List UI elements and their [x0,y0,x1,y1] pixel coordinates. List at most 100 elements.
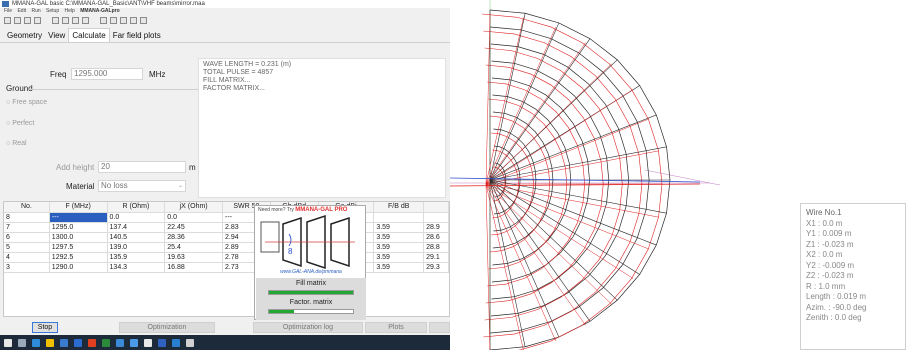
table-cell [424,213,449,222]
reflector-spoke-red [485,183,586,326]
table-cell [319,213,375,222]
table-cell: 25.4 [165,243,223,252]
table-cell: 3.59 [374,223,425,232]
menu-run[interactable]: Run [31,8,41,14]
factor-matrix-progress [268,309,354,314]
reflector-spoke-red [485,150,659,185]
radio-free-space[interactable]: ○ Free space [6,99,48,106]
header-r[interactable]: R (Ohm) [108,202,166,212]
wire-info-line: Y2 : -0.009 m [806,260,855,270]
table-cell: 0.0 [165,213,223,222]
tab-bar: Geometry View Calculate Far field plots [0,28,450,43]
folder-icon[interactable] [46,338,54,347]
app-icon-white[interactable] [144,338,152,347]
menu-help[interactable]: Help [64,8,75,14]
table-cell: 29.1 [424,253,449,262]
app-icon-blue[interactable] [130,338,138,347]
plots-button[interactable]: Plots [365,322,427,333]
add-height-input[interactable]: 20 [98,161,186,173]
radio-real[interactable]: ○ Real [6,140,27,147]
menu-setup[interactable]: Setup [46,8,60,14]
extra-button[interactable] [429,322,450,333]
window-title: MMANA-GAL basic C:\MMANA-GAL_Basic\ANT\V… [12,1,205,7]
zoom-out-icon[interactable] [110,17,117,24]
header-extra[interactable] [424,202,449,212]
reflector-spoke-red [485,183,524,350]
new-file-icon[interactable] [4,17,11,24]
app-icon-red[interactable] [88,338,96,347]
edge-icon[interactable] [32,338,40,347]
header-jx[interactable]: jX (Ohm) [165,202,223,212]
header-no[interactable]: No. [4,202,50,212]
telegram-icon[interactable] [172,338,180,347]
material-select[interactable]: No loss ⌄ [98,180,186,192]
wire-info-line: X2 : 0.0 m [806,250,843,259]
menu-file[interactable]: File [4,8,13,14]
tab-view[interactable]: View [48,31,66,40]
reflector-spoke [489,146,667,181]
tab-calculate[interactable]: Calculate [68,28,110,42]
results-table: No. F (MHz) R (Ohm) jX (Ohm) SWR 50 Gh d… [3,201,450,317]
search-icon[interactable] [18,338,26,347]
copy-icon[interactable] [62,17,69,24]
freq-input[interactable]: 1295.000 [71,68,143,80]
table-row[interactable]: 5 1297.5 139.0 25.4 2.89 3.59 28.8 [4,243,449,253]
settings-icon[interactable] [120,17,127,24]
antenna-graphic-icon: 8 [260,214,355,270]
windows-taskbar [0,335,450,350]
radio-perfect[interactable]: ○ Perfect [6,120,35,127]
app-icon-dark-blue[interactable] [158,338,166,347]
table-cell: 5 [4,243,50,252]
table-cell: 135.9 [108,253,166,262]
tab-geometry[interactable]: Geometry [7,31,43,40]
help-icon[interactable] [130,17,137,24]
wire-info-line: Zenith : 0.0 deg [806,313,862,322]
axis-tick [644,169,721,186]
wire-model-canvas[interactable] [450,0,906,350]
factor-matrix-progress-fill [269,310,295,313]
windows-start-icon[interactable] [4,338,12,347]
info-icon[interactable] [140,17,147,24]
promo-url[interactable]: www.GAL-ANA.de/pmmana [280,269,342,275]
calculate-settings-panel: Freq 1295.000 MHz Ground ○ Free space ○ … [3,46,199,196]
table-cell [319,223,375,232]
table-cell [319,253,375,262]
table-cell: 22.45 [165,223,223,232]
log-line: TOTAL PULSE = 4857 [203,69,274,76]
radio-free-space-label: Free space [12,99,48,106]
menu-edit[interactable]: Edit [17,8,27,14]
table-cell: 1292.5 [50,253,108,262]
table-row[interactable]: 4 1292.5 135.9 19.63 2.78 3.59 29.1 [4,253,449,263]
print-icon[interactable] [34,17,41,24]
table-row[interactable]: 6 1300.0 140.5 28.36 2.94 3.59 28.6 [4,233,449,243]
optimization-button[interactable]: Optimization [119,322,215,333]
header-fb[interactable]: F/B dB [374,202,425,212]
table-row[interactable]: 3 1290.0 134.3 16.88 2.73 3.59 29.3 [4,263,449,273]
table-cell: 3.59 [374,233,425,242]
mmana-taskbar-icon[interactable] [186,338,194,347]
reflector-spoke-red [485,13,491,185]
paste-icon[interactable] [72,17,79,24]
move-icon[interactable] [52,17,59,24]
optimization-log-button[interactable]: Optimization log [253,322,363,333]
tab-far-field-plots[interactable]: Far field plots [112,31,161,40]
word-icon[interactable] [74,338,82,347]
open-folder-icon[interactable] [14,17,21,24]
table-row[interactable]: 7 1295.0 137.4 22.45 2.83 3.59 28.9 [4,223,449,233]
store-icon[interactable] [60,338,68,347]
table-cell: 137.4 [108,223,166,232]
app-icon-green[interactable] [102,338,110,347]
table-row[interactable]: 8 --- 0.0 0.0 --- [4,213,449,223]
grid-icon[interactable] [82,17,89,24]
promo-brand[interactable]: MMANA-GAL PRO [295,207,348,213]
stop-button[interactable]: Stop [32,322,58,333]
zoom-in-icon[interactable] [100,17,107,24]
header-freq[interactable]: F (MHz) [50,202,108,212]
freq-unit: MHz [149,70,166,79]
antenna-3d-view[interactable] [450,0,906,350]
table-cell: 134.3 [108,263,166,272]
save-icon[interactable] [24,17,31,24]
reflector-spoke-red [485,183,491,350]
browser-icon[interactable] [116,338,124,347]
reflector-spoke-red [485,183,557,342]
